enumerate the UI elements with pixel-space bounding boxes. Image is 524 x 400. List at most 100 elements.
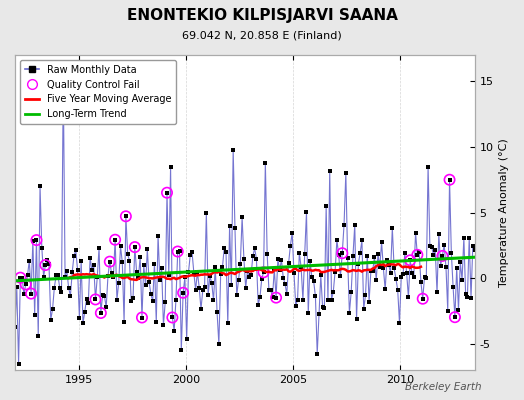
Point: [188, 249, 196, 255]
Point: [229, 146, 237, 153]
Point: [345, 310, 354, 316]
Point: [225, 223, 234, 229]
Point: [411, 230, 420, 236]
Point: [219, 264, 227, 270]
Point: [206, 273, 214, 280]
Point: [363, 253, 372, 259]
Point: [379, 265, 388, 272]
Point: [16, 274, 25, 281]
Point: [111, 236, 119, 243]
Point: [61, 274, 69, 280]
Point: [270, 266, 278, 272]
Point: [107, 270, 116, 277]
Point: [390, 265, 398, 271]
Point: [451, 314, 459, 320]
Point: [73, 267, 82, 274]
Point: [204, 292, 212, 298]
Point: [349, 252, 357, 259]
Point: [351, 222, 359, 228]
Point: [358, 237, 366, 244]
Point: [274, 256, 282, 262]
Point: [202, 210, 211, 216]
Point: [227, 282, 236, 288]
Point: [310, 278, 318, 284]
Point: [297, 264, 305, 270]
Point: [34, 333, 42, 340]
Point: [259, 269, 268, 276]
Legend: Raw Monthly Data, Quality Control Fail, Five Year Moving Average, Long-Term Tren: Raw Monthly Data, Quality Control Fail, …: [20, 60, 177, 124]
Point: [465, 235, 473, 241]
Point: [122, 213, 130, 220]
Point: [468, 243, 477, 249]
Point: [304, 310, 312, 316]
Point: [324, 297, 332, 303]
Point: [250, 245, 259, 252]
Point: [338, 250, 346, 256]
Point: [261, 160, 269, 166]
Point: [401, 250, 409, 257]
Point: [222, 249, 230, 255]
Point: [124, 251, 132, 257]
Point: [143, 246, 151, 253]
Point: [285, 260, 293, 266]
Point: [39, 274, 48, 280]
Point: [429, 251, 438, 258]
Point: [315, 311, 323, 317]
Point: [172, 296, 180, 303]
Point: [454, 306, 463, 313]
Point: [88, 266, 96, 273]
Point: [152, 319, 160, 326]
Y-axis label: Temperature Anomaly (°C): Temperature Anomaly (°C): [499, 138, 509, 287]
Point: [91, 296, 100, 303]
Point: [68, 269, 77, 275]
Point: [168, 314, 177, 321]
Point: [165, 272, 173, 278]
Point: [91, 296, 100, 303]
Point: [334, 252, 343, 258]
Point: [195, 284, 203, 291]
Point: [72, 247, 80, 254]
Point: [11, 324, 19, 331]
Point: [306, 258, 314, 264]
Point: [438, 253, 446, 259]
Point: [95, 245, 103, 251]
Point: [24, 272, 32, 278]
Point: [442, 264, 450, 270]
Point: [322, 203, 330, 210]
Point: [254, 302, 263, 308]
Point: [340, 222, 348, 228]
Point: [356, 250, 364, 256]
Point: [118, 259, 126, 266]
Point: [109, 274, 117, 280]
Text: 69.042 N, 20.858 E (Finland): 69.042 N, 20.858 E (Finland): [182, 30, 342, 40]
Point: [96, 310, 105, 316]
Point: [406, 257, 414, 264]
Point: [245, 274, 254, 281]
Point: [176, 248, 184, 254]
Point: [359, 306, 368, 312]
Point: [291, 302, 300, 309]
Point: [406, 257, 414, 264]
Point: [365, 298, 373, 305]
Point: [290, 270, 298, 276]
Point: [434, 231, 443, 237]
Point: [377, 239, 386, 246]
Point: [182, 336, 191, 342]
Point: [463, 294, 472, 300]
Point: [445, 176, 454, 183]
Point: [157, 265, 166, 271]
Point: [220, 245, 228, 251]
Point: [36, 183, 44, 190]
Point: [471, 247, 479, 254]
Point: [18, 274, 26, 281]
Point: [66, 292, 74, 299]
Point: [354, 260, 363, 267]
Point: [325, 167, 334, 174]
Point: [388, 225, 397, 231]
Point: [27, 290, 35, 297]
Point: [263, 250, 271, 257]
Point: [32, 237, 41, 243]
Point: [191, 287, 200, 293]
Point: [102, 304, 111, 310]
Point: [431, 247, 440, 254]
